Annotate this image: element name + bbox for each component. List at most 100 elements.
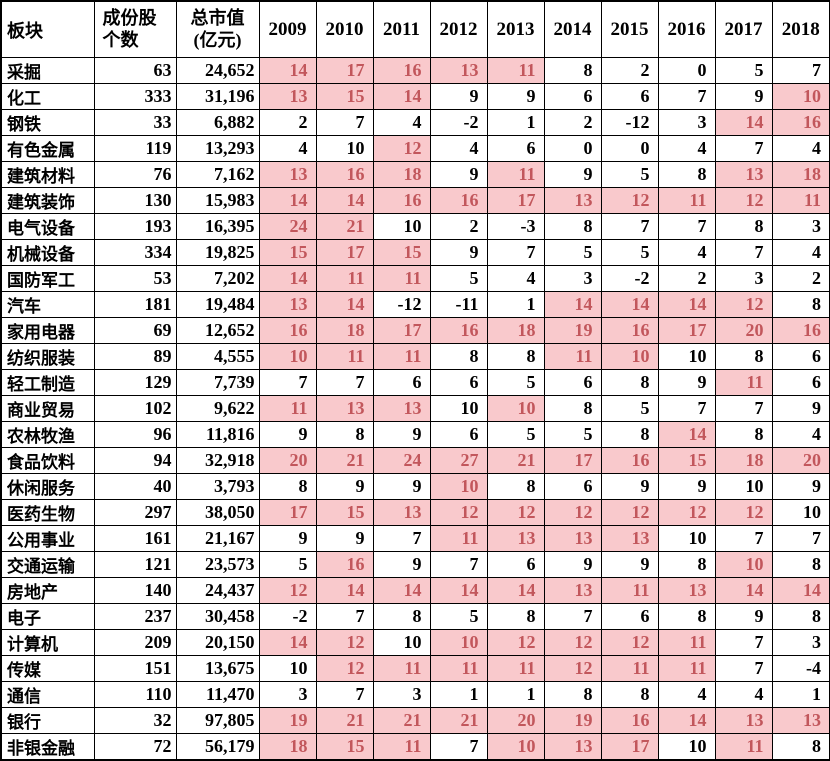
return-value-cell: 13: [714, 707, 773, 734]
return-value-cell: 8: [714, 421, 773, 448]
return-value-cell: 11: [372, 343, 431, 370]
constituent-count-cell: 193: [93, 213, 177, 240]
return-value-cell: 1: [771, 681, 830, 708]
return-value-cell: 10: [258, 655, 317, 682]
constituent-count-cell: 69: [93, 317, 177, 344]
return-value-cell: 18: [258, 733, 317, 761]
return-value-cell: 11: [600, 655, 659, 682]
return-value-cell: -11: [429, 291, 488, 318]
return-value-cell: 7: [315, 681, 374, 708]
sector-cell: 纺织服装: [0, 343, 95, 370]
return-value-cell: 4: [657, 239, 716, 266]
return-value-cell: 7: [714, 135, 773, 162]
return-value-cell: 21: [315, 213, 374, 240]
return-value-cell: 12: [486, 499, 545, 526]
return-value-cell: 8: [771, 551, 830, 578]
return-value-cell: 10: [771, 499, 830, 526]
return-value-cell: 10: [771, 83, 830, 110]
table-row: 农林牧渔 96 11,816 9 8 9 6 5 5 8 14 8 4: [0, 421, 830, 448]
return-value-cell: 16: [771, 317, 830, 344]
table-row: 食品饮料 94 32,918 20 21 24 27 21 17 16 15 18 20: [0, 447, 830, 474]
table-row: 房地产 140 24,437 12 14 14 14 14 13 11 13 14 14: [0, 577, 830, 604]
return-value-cell: 12: [714, 187, 773, 214]
return-value-cell: 14: [771, 577, 830, 604]
return-value-cell: 8: [372, 603, 431, 630]
sector-cell: 汽车: [0, 291, 95, 318]
constituent-count-cell: 53: [93, 265, 177, 292]
sector-cell: 钢铁: [0, 109, 95, 136]
return-value-cell: 7: [714, 395, 773, 422]
return-value-cell: 9: [372, 551, 431, 578]
return-value-cell: 11: [543, 343, 602, 370]
constituent-count-cell: 333: [93, 83, 177, 110]
return-value-cell: 9: [657, 473, 716, 500]
sector-cell: 建筑材料: [0, 161, 95, 188]
return-value-cell: 5: [600, 161, 659, 188]
return-value-cell: 2: [258, 109, 317, 136]
return-value-cell: -12: [600, 109, 659, 136]
return-value-cell: 8: [258, 473, 317, 500]
constituent-count-cell: 237: [93, 603, 177, 630]
return-value-cell: 27: [429, 447, 488, 474]
return-value-cell: 8: [429, 343, 488, 370]
return-value-cell: 8: [543, 395, 602, 422]
return-value-cell: 13: [258, 83, 317, 110]
return-value-cell: 3: [372, 681, 431, 708]
header-year-2017: 2017: [714, 0, 773, 58]
return-value-cell: 6: [486, 551, 545, 578]
market-cap-cell: 24,437: [175, 577, 260, 604]
return-value-cell: 0: [657, 57, 716, 84]
sector-cell: 商业贸易: [0, 395, 95, 422]
constituent-count-cell: 129: [93, 369, 177, 396]
table-row: 银行 32 97,805 19 21 21 21 20 19 16 14 13 13: [0, 707, 830, 734]
return-value-cell: 14: [657, 291, 716, 318]
return-value-cell: -4: [771, 655, 830, 682]
constituent-count-cell: 76: [93, 161, 177, 188]
sector-cell: 交通运输: [0, 551, 95, 578]
return-value-cell: 4: [714, 681, 773, 708]
return-value-cell: 16: [315, 161, 374, 188]
sector-cell: 通信: [0, 681, 95, 708]
return-value-cell: 11: [486, 57, 545, 84]
return-value-cell: 2: [600, 57, 659, 84]
return-value-cell: 8: [543, 213, 602, 240]
return-value-cell: 10: [372, 213, 431, 240]
return-value-cell: 9: [771, 473, 830, 500]
return-value-cell: 13: [543, 733, 602, 761]
return-value-cell: 9: [429, 83, 488, 110]
return-value-cell: 17: [372, 317, 431, 344]
return-value-cell: 18: [714, 447, 773, 474]
return-value-cell: 9: [600, 551, 659, 578]
table-row: 电气设备 193 16,395 24 21 10 2 -3 8 7 7 8 3: [0, 213, 830, 240]
return-value-cell: 12: [372, 135, 431, 162]
return-value-cell: 13: [372, 499, 431, 526]
return-value-cell: 7: [714, 655, 773, 682]
return-value-cell: 12: [714, 291, 773, 318]
market-cap-cell: 15,983: [175, 187, 260, 214]
constituent-count-cell: 297: [93, 499, 177, 526]
return-value-cell: -12: [372, 291, 431, 318]
constituent-count-cell: 102: [93, 395, 177, 422]
market-cap-cell: 9,622: [175, 395, 260, 422]
return-value-cell: 14: [657, 421, 716, 448]
return-value-cell: 21: [372, 707, 431, 734]
return-value-cell: 19: [543, 317, 602, 344]
return-value-cell: 14: [543, 291, 602, 318]
return-value-cell: 10: [429, 395, 488, 422]
return-value-cell: 16: [258, 317, 317, 344]
return-value-cell: 9: [258, 525, 317, 552]
return-value-cell: 14: [600, 291, 659, 318]
return-value-cell: 7: [486, 239, 545, 266]
return-value-cell: 5: [429, 603, 488, 630]
sector-cell: 公用事业: [0, 525, 95, 552]
return-value-cell: 10: [657, 733, 716, 761]
return-value-cell: 10: [486, 733, 545, 761]
return-value-cell: 7: [429, 551, 488, 578]
sector-cell: 建筑装饰: [0, 187, 95, 214]
header-market-cap-line2: (亿元): [193, 29, 242, 50]
return-value-cell: 14: [486, 577, 545, 604]
return-value-cell: 11: [714, 733, 773, 761]
table-row: 商业贸易 102 9,622 11 13 13 10 10 8 5 7 7 9: [0, 395, 830, 422]
return-value-cell: 8: [486, 473, 545, 500]
return-value-cell: 11: [714, 369, 773, 396]
